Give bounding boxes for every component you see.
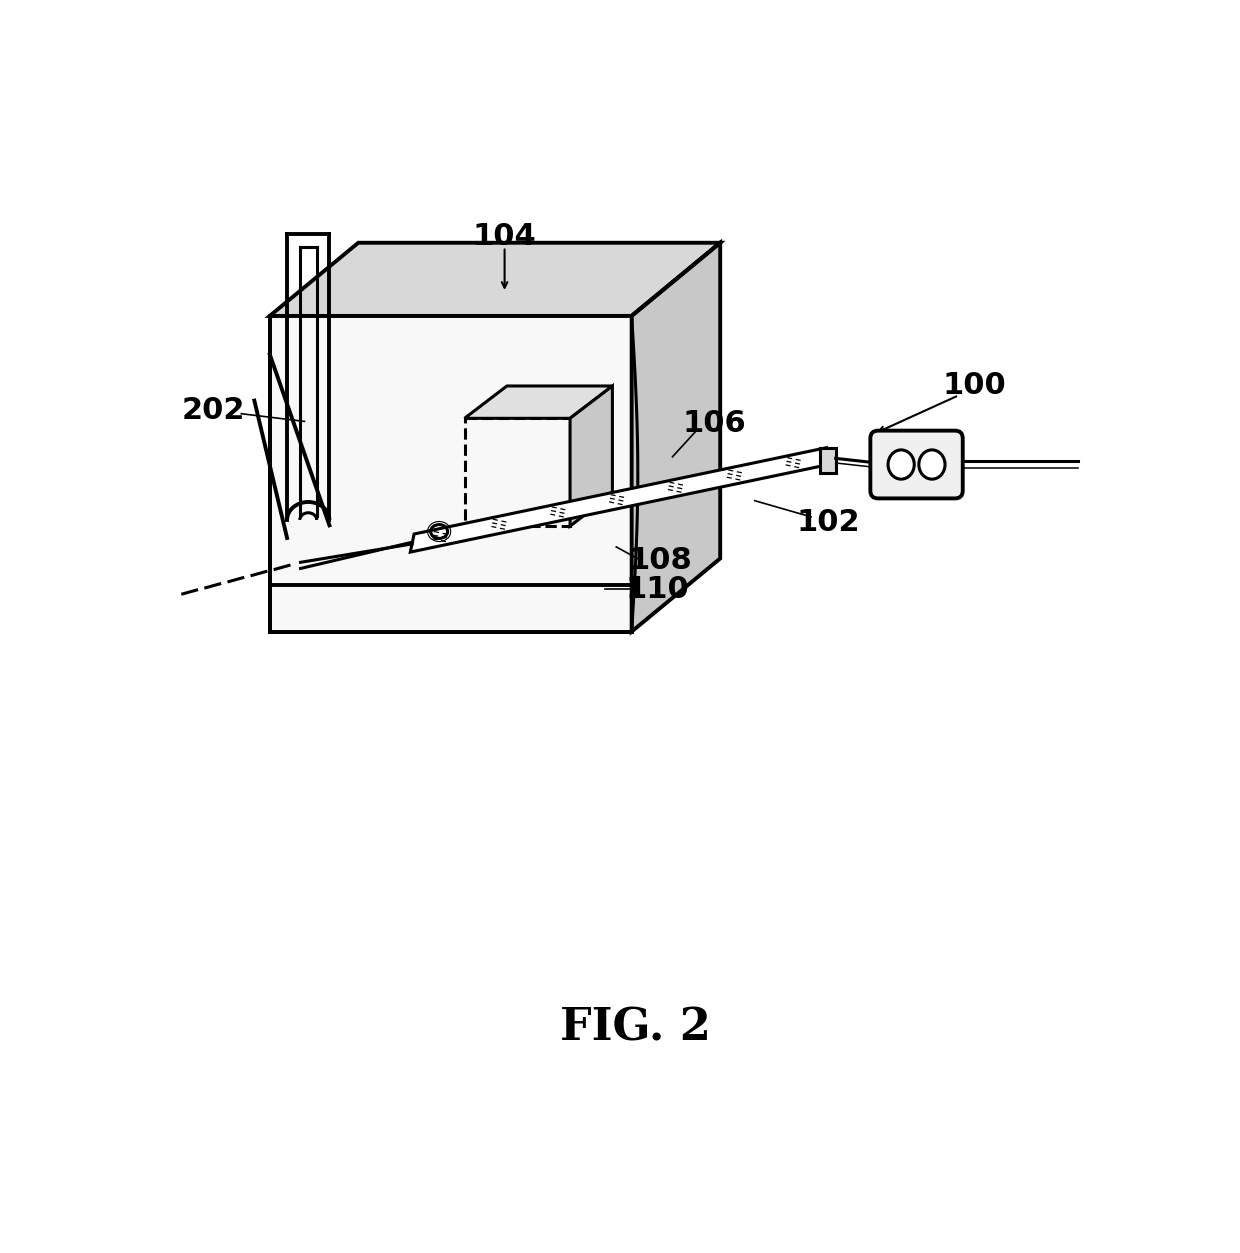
Text: 110: 110: [625, 575, 689, 604]
Polygon shape: [570, 386, 613, 526]
Text: 100: 100: [942, 371, 1006, 400]
Polygon shape: [410, 447, 826, 553]
Polygon shape: [270, 243, 720, 316]
Text: 102: 102: [796, 507, 859, 536]
FancyBboxPatch shape: [870, 431, 962, 499]
Text: 106: 106: [682, 410, 746, 439]
Polygon shape: [270, 316, 631, 632]
Text: 104: 104: [472, 222, 537, 251]
Ellipse shape: [888, 450, 914, 479]
Ellipse shape: [919, 450, 945, 479]
Bar: [821, 449, 836, 472]
Text: FIG. 2: FIG. 2: [560, 1006, 711, 1050]
Text: 202: 202: [182, 396, 246, 425]
Text: 108: 108: [629, 546, 692, 575]
Polygon shape: [465, 386, 613, 419]
Polygon shape: [631, 243, 720, 632]
